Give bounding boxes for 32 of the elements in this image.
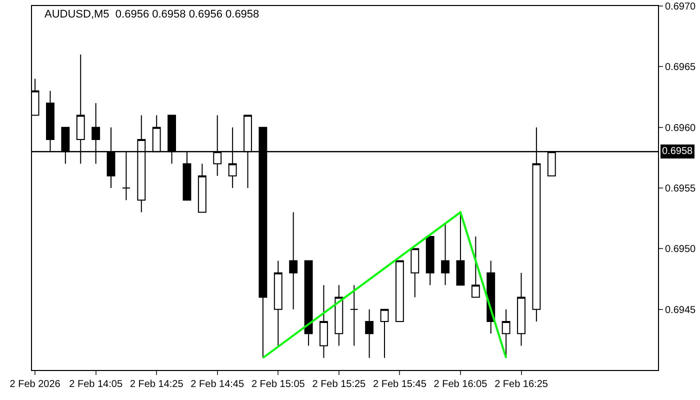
x-tick-label: 2 Feb 16:05: [434, 379, 488, 390]
candlestick: [410, 248, 420, 298]
x-tick-label: 2 Feb 15:45: [373, 379, 427, 390]
ref-line-label: 0.6958: [662, 146, 694, 157]
candlestick: [289, 212, 298, 310]
y-tick-label: 0.6970: [665, 2, 696, 12]
y-tick-label: 0.6965: [665, 62, 696, 74]
candlestick: [365, 308, 374, 358]
y-tick-label: 0.6960: [665, 122, 696, 134]
x-tick-label: 2 Feb 14:05: [69, 379, 123, 390]
candlestick: [350, 284, 358, 346]
candlestick: [304, 260, 313, 346]
x-tick-label: 2 Feb 14:25: [130, 379, 184, 390]
candlestick: [274, 260, 282, 346]
x-tick-label: 2 Feb 16:25: [494, 379, 548, 390]
y-tick-label: 0.6955: [665, 184, 696, 194]
candlestick: [380, 308, 389, 358]
chart-title: AUDUSD,M5 0.6956 0.6958 0.6956 0.6958: [44, 8, 260, 21]
candlestick: [320, 284, 328, 358]
candlestick: [395, 260, 404, 322]
x-tick-label: 2 Feb 2026: [10, 379, 61, 390]
candlestick: [517, 272, 526, 346]
y-tick-label: 0.6950: [665, 244, 696, 256]
x-tick-label: 2 Feb 14:45: [190, 379, 244, 390]
y-tick-label: 0.6945: [665, 304, 696, 316]
candlestick: [334, 284, 344, 346]
candlestick: [441, 224, 450, 286]
candlestick: [471, 236, 480, 298]
x-tick-label: 2 Feb 15:25: [312, 379, 366, 390]
candlestick: [426, 236, 434, 286]
candlestick: [198, 163, 206, 213]
x-tick-label: 2 Feb 15:05: [251, 379, 306, 390]
